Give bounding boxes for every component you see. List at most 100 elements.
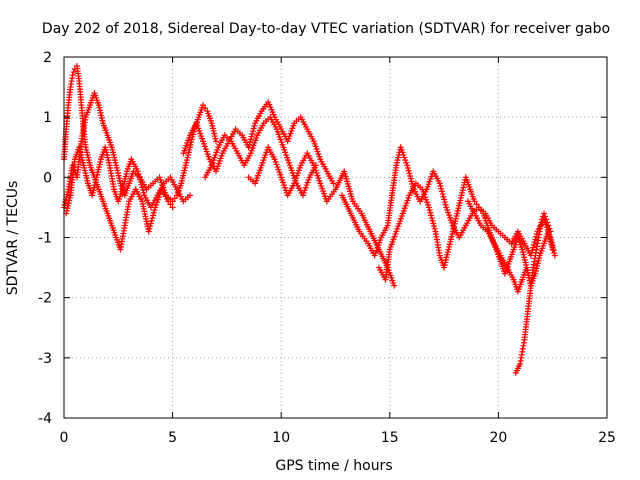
data-point	[171, 195, 178, 202]
x-tick-label: 15	[381, 430, 399, 446]
y-tick-label: -2	[38, 291, 52, 307]
data-point	[441, 196, 448, 203]
data-point	[475, 204, 482, 211]
data-point	[543, 216, 550, 223]
data-point	[167, 201, 174, 208]
data-point	[146, 225, 153, 232]
data-point	[425, 204, 432, 211]
data-point	[391, 282, 398, 289]
data-point	[546, 225, 553, 232]
data-point	[471, 198, 478, 205]
data-point	[478, 207, 485, 214]
data-point	[407, 172, 414, 179]
data-point	[545, 222, 552, 229]
data-point	[147, 220, 154, 227]
data-point	[186, 192, 193, 199]
axis-ticks: 0 5 10 15 20 25 -4 -3 -2 -1 0 1 2	[38, 50, 616, 446]
y-tick-label: -1	[38, 231, 52, 247]
data-point	[169, 204, 176, 211]
data-point	[213, 138, 220, 145]
data-point	[249, 130, 256, 137]
data-point	[139, 184, 146, 191]
data-point	[529, 247, 536, 254]
data-point	[530, 244, 537, 251]
data-point	[251, 122, 258, 129]
data-point	[428, 212, 435, 219]
data-point	[541, 210, 548, 217]
data-point	[69, 72, 76, 79]
data-point	[549, 246, 556, 253]
plot-frame	[63, 56, 608, 419]
data-point	[169, 198, 176, 205]
x-axis-label: GPS time / hours	[275, 458, 392, 474]
data-point	[147, 223, 154, 230]
data-point	[150, 212, 157, 219]
data-point	[250, 125, 257, 132]
data-point	[428, 215, 435, 222]
x-tick-label: 20	[489, 430, 507, 446]
data-point	[404, 162, 411, 169]
x-tick-label: 25	[598, 430, 616, 446]
data-point	[404, 164, 411, 171]
data-point	[427, 209, 434, 216]
data-point	[135, 170, 142, 177]
data-point	[547, 228, 554, 235]
data-point	[527, 282, 534, 289]
data-point	[148, 217, 155, 224]
data-point	[542, 213, 549, 220]
data-point	[139, 187, 146, 194]
data-point	[330, 180, 337, 187]
data-point	[145, 228, 152, 235]
y-axis-label: SDTVAR / TECUs	[5, 181, 21, 296]
data-point	[134, 168, 141, 175]
data-point	[439, 191, 446, 198]
data-point	[544, 219, 551, 226]
data-point	[138, 181, 145, 188]
data-point	[436, 180, 443, 187]
y-tick-label: 0	[43, 170, 52, 186]
data-point	[70, 69, 77, 76]
x-tick-label: 0	[60, 430, 69, 446]
data-point	[407, 175, 414, 182]
data-point	[442, 201, 449, 208]
data-point	[430, 220, 437, 227]
data-point	[202, 105, 209, 112]
data-point	[248, 133, 255, 140]
data-point	[247, 138, 254, 145]
data-point	[137, 179, 144, 186]
data-point	[245, 144, 252, 151]
data-point	[530, 241, 537, 248]
data-point	[408, 178, 415, 185]
data-point	[140, 189, 147, 196]
data-point	[247, 136, 254, 143]
x-tick-label: 5	[168, 430, 177, 446]
data-point	[136, 173, 143, 180]
chart-title: Day 202 of 2018, Sidereal Day-to-day VTE…	[42, 21, 610, 37]
data-point	[200, 102, 207, 109]
grid-layer	[64, 57, 607, 418]
data-point	[405, 167, 412, 174]
data-point	[429, 217, 436, 224]
data-point	[438, 185, 445, 192]
data-point	[249, 128, 256, 135]
y-tick-label: -4	[38, 411, 52, 427]
data-point	[531, 239, 538, 246]
data-point	[438, 188, 445, 195]
y-tick-label: 1	[43, 110, 52, 126]
data-point	[441, 199, 448, 206]
data-point	[151, 207, 158, 214]
data-points	[61, 63, 558, 376]
data-point	[473, 201, 480, 208]
data-point	[246, 141, 253, 148]
data-point	[150, 209, 157, 216]
data-point	[437, 183, 444, 190]
data-point	[551, 252, 558, 259]
data-point	[137, 176, 144, 183]
data-point	[430, 223, 437, 230]
x-tick-label: 10	[272, 430, 290, 446]
data-point	[532, 236, 539, 243]
y-tick-label: 2	[43, 50, 52, 66]
y-tick-label: -3	[38, 351, 52, 367]
data-point	[406, 170, 413, 177]
